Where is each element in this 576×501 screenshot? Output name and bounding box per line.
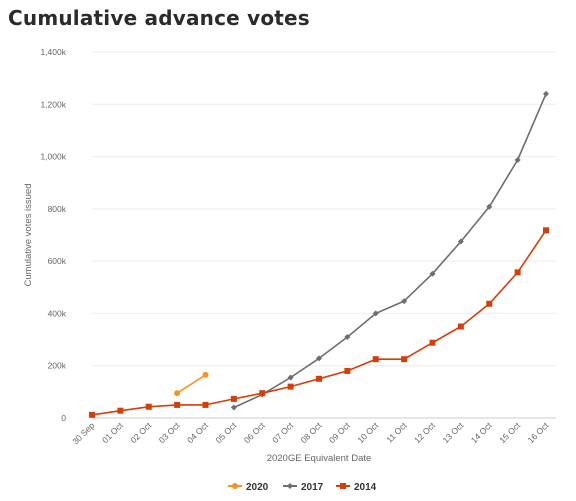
data-point-2014: [372, 356, 379, 363]
data-point-2017: [230, 404, 237, 411]
legend-label: 2017: [301, 482, 324, 493]
data-point-2014: [174, 401, 181, 408]
data-point-2017: [344, 333, 351, 340]
data-point-2014: [145, 403, 152, 410]
chart-title: Cumulative advance votes: [8, 6, 310, 30]
x-tick-label: 14 Oct: [469, 420, 494, 445]
x-tick-label: 09 Oct: [327, 420, 352, 445]
series-lines: [91, 93, 547, 416]
x-axis-title: 2020GE Equivalent Date: [267, 453, 372, 464]
data-point-2014: [259, 390, 266, 397]
data-point-2020: [202, 371, 209, 378]
x-tick-label: 30 Sep: [70, 420, 96, 446]
y-tick-label: 1,200k: [40, 99, 66, 109]
y-axis-tick-labels: 0 200k 400k 600k 800k 1,000k 1,200k 1,400k: [40, 47, 66, 423]
x-axis-tick-labels: 30 Sep 01 Oct 02 Oct 03 Oct 04 Oct 05 Oct 06 O…: [70, 420, 551, 447]
data-point-2017: [514, 156, 521, 163]
legend-item-2020[interactable]: 2020: [228, 482, 269, 493]
data-point-2014: [543, 227, 549, 234]
x-tick-label: 10 Oct: [355, 420, 380, 445]
x-tick-label: 04 Oct: [185, 420, 210, 445]
data-point-2014: [486, 300, 493, 307]
y-tick-label: 600k: [48, 256, 67, 266]
x-tick-label: 06 Oct: [242, 420, 267, 445]
legend-item-2017[interactable]: 2017: [283, 482, 324, 493]
data-point-2014: [316, 375, 322, 382]
data-point-2017: [429, 270, 436, 277]
x-tick-label: 11 Oct: [384, 420, 409, 445]
data-point-2014: [401, 356, 408, 363]
gridlines: [92, 51, 556, 419]
x-tick-label: 01 Oct: [100, 420, 125, 445]
data-point-2017: [287, 374, 294, 381]
series-line-2017: [233, 93, 547, 409]
x-tick-label: 16 Oct: [526, 420, 551, 445]
data-point-2014: [230, 395, 237, 402]
y-tick-label: 800k: [48, 204, 67, 214]
legend-label: 2020: [246, 482, 269, 493]
series-line-2014: [91, 229, 547, 416]
x-tick-label: 02 Oct: [128, 420, 153, 445]
data-point-2014: [287, 383, 294, 390]
data-point-2017: [457, 238, 464, 245]
x-tick-label: 08 Oct: [299, 420, 324, 445]
series-line-2020: [176, 374, 206, 394]
data-point-2014: [457, 323, 464, 330]
data-point-2014: [344, 367, 351, 374]
legend: 2020 2017 2014: [228, 482, 377, 493]
legend-marker: [287, 483, 293, 489]
x-tick-label: 13 Oct: [441, 420, 466, 445]
data-point-2014: [202, 401, 209, 408]
data-point-2017: [401, 298, 408, 305]
x-tick-label: 07 Oct: [270, 420, 295, 445]
y-tick-label: 1,000k: [40, 152, 66, 162]
y-tick-label: 400k: [48, 308, 67, 318]
data-point-2014: [117, 407, 124, 414]
legend-item-2014[interactable]: 2014: [336, 482, 377, 493]
y-tick-label: 0: [61, 413, 66, 423]
data-point-2017: [316, 355, 322, 362]
data-point-2014: [429, 339, 436, 346]
data-point-2017: [486, 203, 493, 210]
y-axis-title: Cumulative votes issued: [23, 184, 34, 287]
data-point-2014: [89, 411, 95, 418]
data-point-2020: [174, 390, 181, 397]
legend-marker: [340, 483, 346, 489]
series-markers: [89, 90, 549, 418]
data-point-2017: [372, 310, 379, 317]
x-tick-label: 05 Oct: [214, 420, 239, 445]
data-point-2017: [543, 90, 549, 97]
legend-marker: [232, 483, 238, 489]
data-point-2014: [514, 269, 521, 276]
legend-label: 2014: [354, 482, 377, 493]
y-tick-label: 200k: [48, 361, 67, 371]
x-tick-label: 15 Oct: [497, 420, 522, 445]
x-tick-label: 03 Oct: [157, 420, 182, 445]
x-tick-label: 12 Oct: [412, 420, 437, 445]
y-tick-label: 1,400k: [40, 47, 66, 57]
